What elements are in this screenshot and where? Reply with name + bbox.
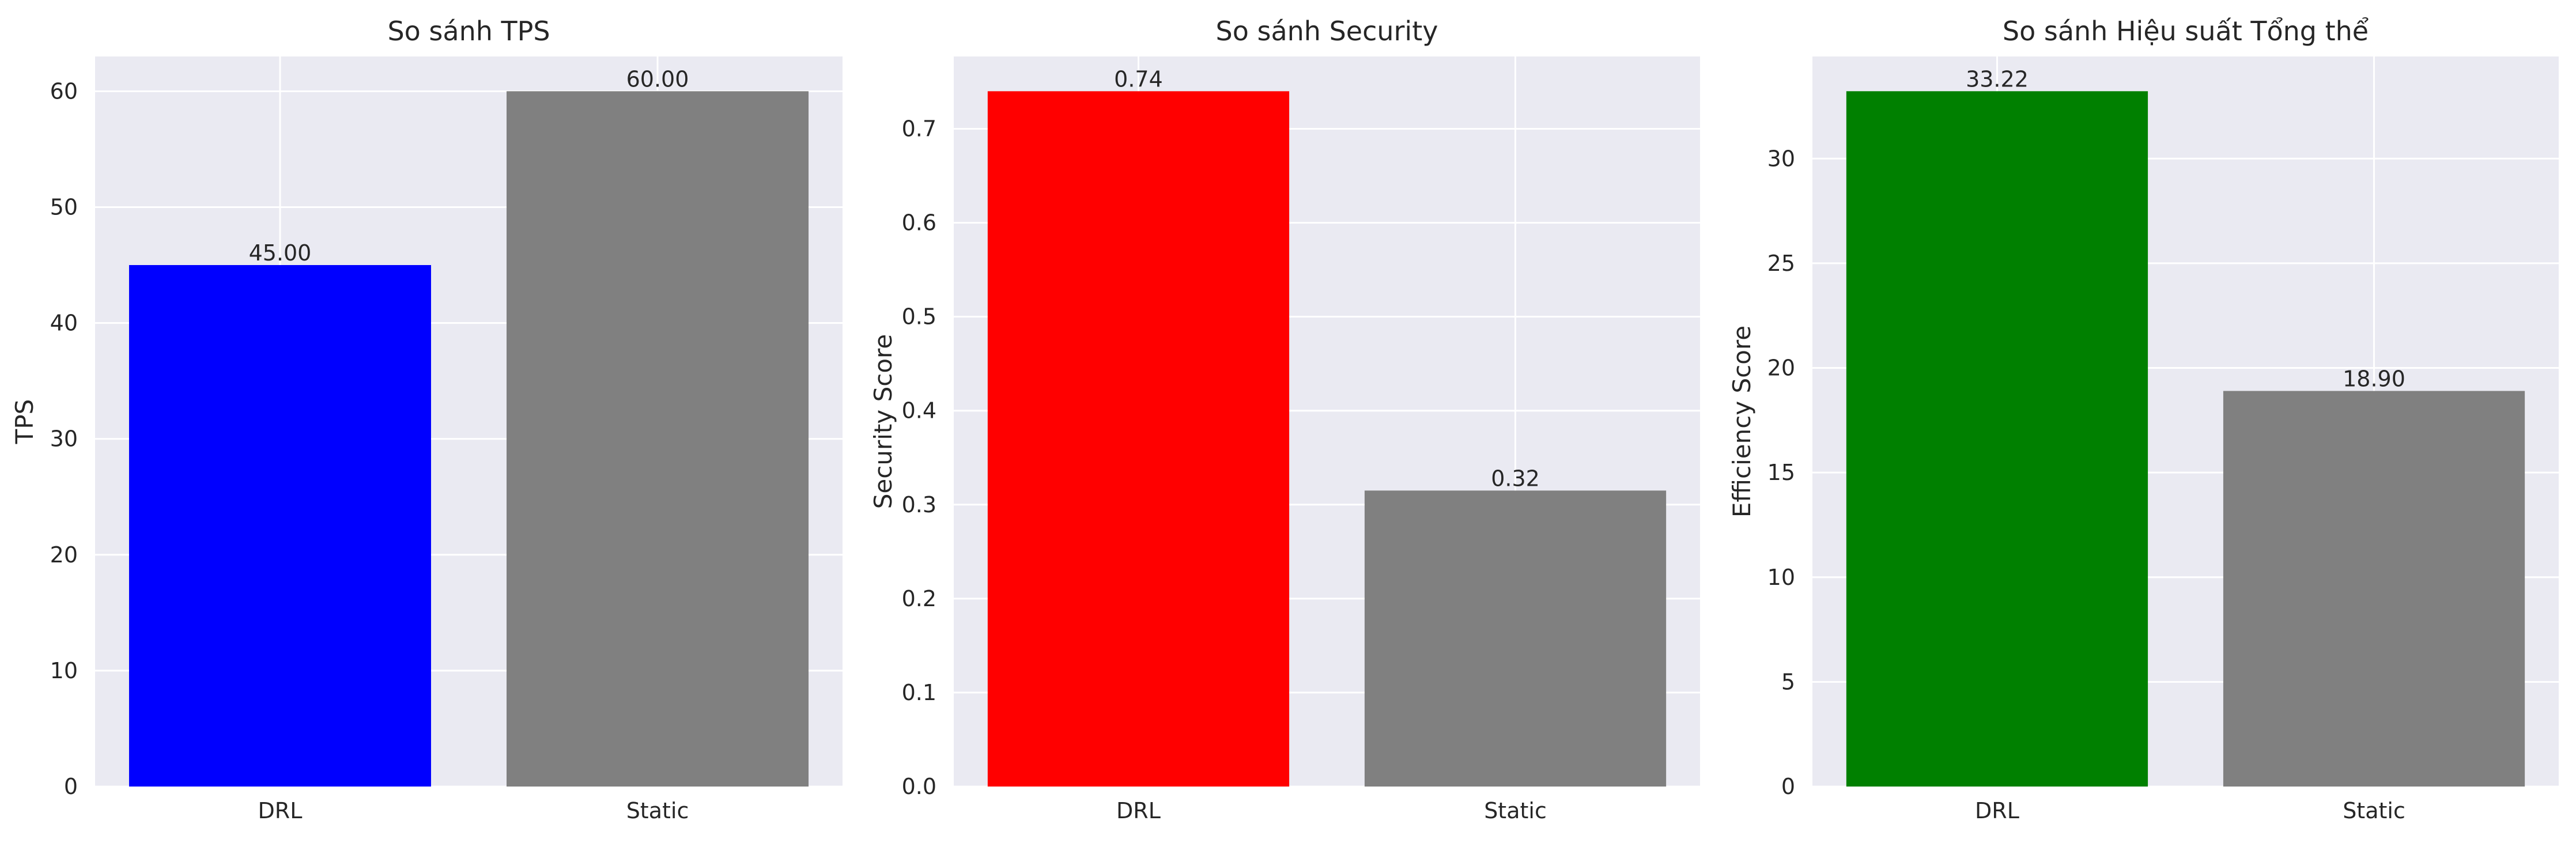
efficiency-ytick-label: 30: [1767, 146, 1795, 171]
efficiency-y-axis-label: Efficiency Score: [1728, 326, 1756, 517]
efficiency-value-label: 33.22: [1966, 66, 2029, 92]
security-ytick-label: 0.6: [902, 210, 936, 236]
security-ytick-label: 0.5: [902, 304, 936, 330]
tps-ytick-label: 60: [50, 78, 78, 104]
security-ytick-label: 0.3: [902, 492, 936, 517]
security-chart-title: So sánh Security: [1216, 16, 1438, 47]
chart-panel-tps: 45.00 60.00 0 10 20 30 40 50 60 DRL Static So sánh …: [10, 16, 843, 823]
chart-panel-efficiency: 33.22 18.90 0 5 10 15 20 25 30 DRL Static So sánh H…: [1728, 16, 2559, 823]
security-bar-static: [1364, 490, 1667, 787]
security-xtick-label: Static: [1484, 798, 1547, 823]
efficiency-ytick-label: 20: [1767, 356, 1795, 381]
efficiency-xtick-label: Static: [2343, 798, 2405, 823]
tps-ytick-label: 10: [50, 658, 78, 683]
efficiency-ytick-label: 5: [1781, 669, 1795, 694]
tps-bar-drl: [129, 265, 431, 787]
security-ytick-label: 0.4: [902, 398, 936, 424]
efficiency-ytick-label: 25: [1767, 251, 1795, 276]
tps-value-label: 45.00: [249, 240, 312, 266]
efficiency-value-label: 18.90: [2343, 366, 2405, 391]
tps-ytick-label: 50: [50, 194, 78, 220]
tps-chart-title: So sánh TPS: [387, 16, 550, 47]
efficiency-chart-title: So sánh Hiệu suất Tổng thể: [2003, 16, 2369, 47]
chart-panel-security: 0.74 0.32 0.0 0.1 0.2 0.3 0.4 0.5 0.6 0.7 DRL Stati…: [869, 16, 1700, 823]
security-ytick-label: 0.1: [902, 680, 936, 705]
tps-ytick-label: 20: [50, 542, 78, 568]
tps-xtick-label: Static: [626, 798, 689, 823]
efficiency-bar-static: [2223, 391, 2525, 787]
efficiency-ytick-label: 10: [1767, 565, 1795, 590]
tps-ytick-label: 30: [50, 426, 78, 452]
security-value-label: 0.32: [1491, 466, 1540, 491]
tps-xtick-label: DRL: [258, 798, 303, 823]
efficiency-ytick-label: 15: [1767, 460, 1795, 485]
tps-ytick-label: 0: [64, 774, 78, 799]
tps-value-label: 60.00: [626, 66, 689, 92]
security-y-axis-label: Security Score: [869, 334, 897, 509]
security-value-label: 0.74: [1114, 66, 1163, 92]
security-ytick-label: 0.7: [902, 116, 936, 142]
tps-bar-static: [507, 91, 809, 787]
efficiency-ytick-label: 0: [1781, 774, 1795, 799]
security-ytick-label: 0.0: [902, 774, 936, 799]
security-xtick-label: DRL: [1116, 798, 1161, 823]
tps-y-axis-label: TPS: [10, 399, 39, 445]
security-ytick-label: 0.2: [902, 586, 936, 611]
efficiency-bar-drl: [1846, 91, 2148, 787]
efficiency-xtick-label: DRL: [1975, 798, 2019, 823]
security-bar-drl: [987, 91, 1290, 787]
tps-ytick-label: 40: [50, 311, 78, 336]
